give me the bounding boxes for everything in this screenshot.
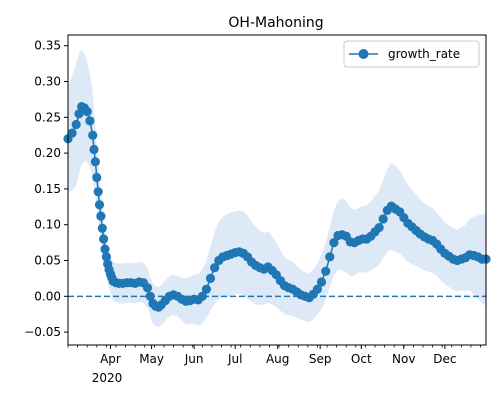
data-point bbox=[67, 128, 77, 138]
y-ticks-layer: −0.05 0.00 0.05 0.10 0.15 0.20 0.25 0.30 0.35 bbox=[24, 39, 68, 339]
y-tick-label: 0.05 bbox=[34, 254, 61, 268]
y-tick-label: −0.05 bbox=[24, 325, 61, 339]
data-point bbox=[321, 266, 331, 276]
data-point bbox=[378, 214, 388, 224]
x-tick-label: Aug bbox=[266, 352, 289, 366]
y-tick-label: 0.00 bbox=[34, 289, 61, 303]
data-point bbox=[101, 252, 111, 262]
x-axis-year-label: 2020 bbox=[92, 371, 123, 385]
confidence-band bbox=[68, 49, 486, 328]
data-point bbox=[92, 172, 102, 183]
x-tick-label: May bbox=[139, 352, 164, 366]
data-point bbox=[325, 252, 335, 262]
data-point bbox=[71, 119, 81, 130]
data-point bbox=[74, 109, 84, 119]
y-tick-label: 0.20 bbox=[34, 146, 61, 160]
data-point bbox=[201, 284, 211, 294]
x-tick-label: Apr bbox=[100, 352, 121, 366]
data-point bbox=[312, 284, 322, 294]
confidence-band-layer bbox=[68, 49, 486, 328]
plot-frame bbox=[67, 34, 487, 346]
data-point bbox=[197, 291, 207, 301]
x-tick-label: Oct bbox=[351, 352, 372, 366]
data-point bbox=[94, 200, 105, 210]
x-tick-label: Dec bbox=[433, 352, 456, 366]
x-tick-label: Nov bbox=[392, 352, 415, 366]
x-tick-label: Jun bbox=[184, 352, 204, 366]
data-point bbox=[329, 238, 339, 248]
legend-frame bbox=[343, 40, 480, 68]
x-ticks-layer: Apr May Jun Jul Aug Sep Oct Nov Dec bbox=[67, 345, 481, 366]
axes-layer bbox=[67, 34, 487, 346]
data-point bbox=[374, 223, 384, 233]
data-point bbox=[145, 291, 155, 301]
data-point bbox=[90, 157, 100, 167]
data-point bbox=[210, 263, 220, 273]
legend-label: growth_rate bbox=[388, 47, 460, 61]
legend-marker-swatch bbox=[358, 49, 369, 59]
data-point bbox=[100, 244, 110, 254]
data-point bbox=[89, 144, 99, 155]
y-tick-label: 0.30 bbox=[34, 75, 61, 89]
data-point bbox=[142, 283, 153, 293]
y-tick-label: 0.15 bbox=[34, 182, 61, 196]
data-point bbox=[205, 273, 216, 283]
x-tick-label: Sep bbox=[309, 352, 332, 366]
legend: growth_rate bbox=[343, 40, 480, 68]
data-point bbox=[82, 107, 92, 117]
chart-title: OH-Mahoning bbox=[228, 15, 323, 31]
y-tick-label: 0.25 bbox=[34, 110, 61, 124]
data-point bbox=[93, 187, 103, 197]
data-point bbox=[88, 130, 98, 140]
data-point bbox=[85, 116, 95, 126]
data-point bbox=[316, 277, 327, 287]
y-tick-label: 0.10 bbox=[34, 218, 61, 232]
data-point bbox=[96, 211, 106, 221]
series-marker-layer bbox=[63, 102, 491, 312]
data-point bbox=[97, 223, 107, 233]
data-point bbox=[99, 234, 109, 244]
y-tick-label: 0.35 bbox=[34, 39, 61, 53]
x-tick-label: Jul bbox=[227, 352, 242, 366]
